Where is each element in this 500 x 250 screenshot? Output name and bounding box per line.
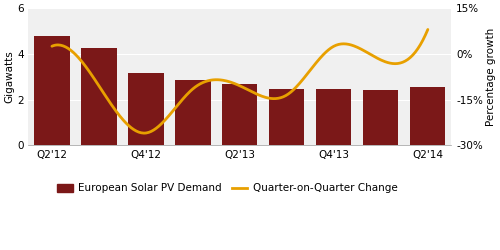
Bar: [316, 89, 352, 145]
Bar: [269, 89, 304, 145]
Bar: [82, 48, 116, 145]
Y-axis label: Percentage growth: Percentage growth: [486, 28, 496, 126]
Bar: [128, 73, 164, 145]
Y-axis label: Gigawatts: Gigawatts: [4, 50, 14, 103]
Bar: [176, 80, 210, 145]
Legend: European Solar PV Demand, Quarter-on-Quarter Change: European Solar PV Demand, Quarter-on-Qua…: [53, 179, 402, 198]
Bar: [222, 84, 258, 145]
Bar: [363, 90, 398, 145]
Bar: [410, 87, 446, 145]
Bar: [34, 36, 70, 145]
